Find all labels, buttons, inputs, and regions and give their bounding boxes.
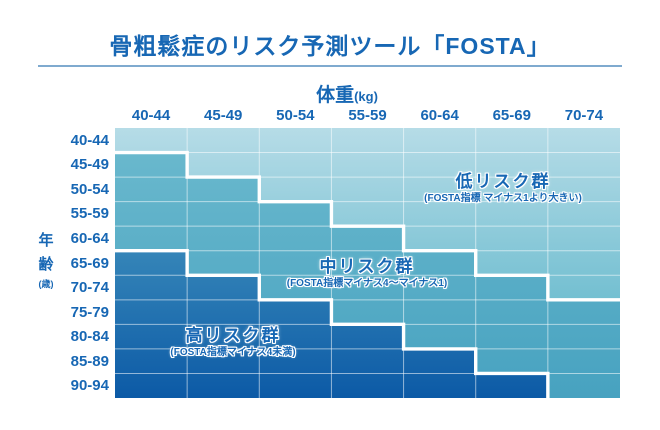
weight-axis-unit: (kg) xyxy=(354,89,378,104)
weight-col-header: 60-64 xyxy=(420,107,459,124)
low-risk-sublabel: (FOSTA指標 マイナス1より大きい) xyxy=(424,193,582,204)
mid-risk-label: 中リスク群 xyxy=(319,257,415,276)
age-axis-char-2: 齢 xyxy=(38,256,54,273)
page-title: 骨粗鬆症のリスク予測ツール「FOSTA」 xyxy=(109,33,551,59)
age-row-label: 45-49 xyxy=(70,156,109,174)
weight-col-header: 45-49 xyxy=(204,107,243,124)
age-row-label: 50-54 xyxy=(70,180,109,198)
age-row-label: 75-79 xyxy=(70,303,109,321)
low-risk-zone-label: 低リスク群 (FOSTA指標 マイナス1より大きい) xyxy=(424,172,582,205)
age-row-label: 40-44 xyxy=(70,131,109,149)
weight-col-header: 70-74 xyxy=(564,107,604,124)
weight-col-header: 40-44 xyxy=(131,107,171,124)
title-underline xyxy=(38,65,622,67)
age-row-label: 55-59 xyxy=(70,205,109,223)
weight-col-header: 55-59 xyxy=(348,107,387,124)
age-row-label: 90-94 xyxy=(70,377,109,395)
low-risk-label: 低リスク群 xyxy=(455,172,551,191)
high-risk-label: 高リスク群 xyxy=(185,326,281,345)
high-risk-sublabel: (FOSTA指標マイナス4未満) xyxy=(170,347,296,358)
weight-col-header: 50-54 xyxy=(276,107,315,124)
age-axis-title: 年 齢 (歳) xyxy=(32,229,60,291)
age-axis-unit: (歳) xyxy=(38,279,54,289)
weight-col-header: 65-69 xyxy=(492,107,531,124)
low-risk-zone-area xyxy=(115,128,620,300)
weight-axis-label: 体重 xyxy=(316,85,355,106)
age-row-label: 70-74 xyxy=(70,279,109,297)
mid-high-boundary-line xyxy=(115,249,550,398)
low-mid-boundary-line xyxy=(115,150,620,302)
age-row-label: 85-89 xyxy=(70,352,109,370)
age-row-label: 60-64 xyxy=(70,229,109,247)
age-row-label: 80-84 xyxy=(70,328,109,346)
age-axis-char-1: 年 xyxy=(38,232,54,249)
mid-risk-sublabel: (FOSTA指標マイナス4～マイナス1) xyxy=(286,278,448,289)
risk-grid xyxy=(115,128,620,398)
mid-risk-zone-label: 中リスク群 (FOSTA指標マイナス4～マイナス1) xyxy=(287,257,448,290)
weight-axis-title: 体重(kg) xyxy=(316,80,378,107)
high-risk-zone-label: 高リスク群 (FOSTA指標マイナス4未満) xyxy=(170,326,295,359)
age-row-label: 65-69 xyxy=(70,254,109,272)
